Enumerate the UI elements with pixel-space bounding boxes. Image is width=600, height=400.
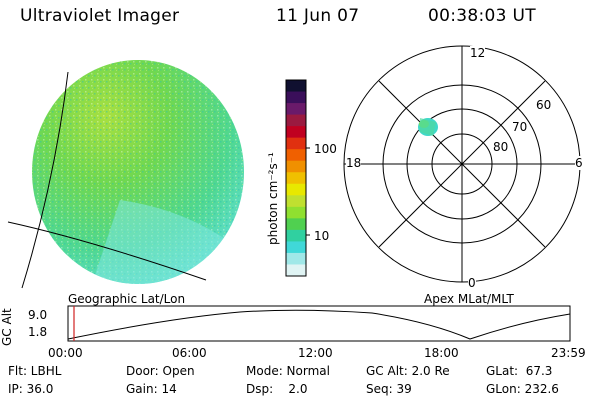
info-seq: Seq: 39 [366,382,412,396]
altitude-x-tick: 18:00 [424,346,459,360]
lat-label-60: 60 [536,98,552,112]
colorbar-band [286,264,306,277]
colorbar-frame [285,79,307,277]
colorbar-band [286,149,306,162]
info-dsp: Dsp: 2.0 [246,382,308,396]
info-glat: GLat: 67.3 [486,364,553,378]
mlt-label-right: 6 [575,156,583,170]
lat-label-80: 80 [493,140,509,154]
info-glon: GLon: 232.6 [486,382,559,396]
colorbar-band [286,172,306,185]
date-label: 11 Jun 07 [276,6,360,26]
colorbar-band [286,103,306,116]
colorbar-band [286,80,306,93]
colorbar-band [286,195,306,208]
colorbar-tick-label: 10 [314,229,330,243]
time-label: 00:38:03 UT [428,6,536,26]
geographic-grid-line [7,221,207,281]
info-gain: Gain: 14 [126,382,177,396]
geographic-disc [32,60,244,284]
colorbar-band [286,229,306,242]
colorbar-tick-label: 100 [314,142,337,156]
info-ip: IP: 36.0 [8,382,54,396]
auroral-blob-edge [420,118,436,136]
altitude-plot-frame [67,305,571,342]
colorbar-band [286,114,306,127]
mlt-label-bottom: 0 [468,276,476,290]
colorbar-band [286,241,306,254]
altitude-x-tick: 23:59 [551,346,586,360]
colorbar-band [286,126,306,139]
polar-axis [378,80,546,248]
info-door: Door: Open [126,364,195,378]
info-gc-alt: GC Alt: 2.0 Re [366,364,450,378]
colorbar-band [286,218,306,231]
colorbar-band [286,137,306,150]
altitude-tick-bottom: 1.8 [28,325,48,339]
colorbar-band [286,252,306,265]
colorbar-band [286,206,306,219]
info-filter: Flt: LBHL [8,364,62,378]
colorbar-band [286,160,306,173]
colorbar-band [286,183,306,196]
mlt-label-top: 12 [470,46,486,60]
altitude-curve [67,309,571,340]
geographic-panel-label: Geographic Lat/Lon [68,292,186,306]
info-mode: Mode: Normal [246,364,330,378]
instrument-title: Ultraviolet Imager [20,6,180,26]
mlt-label-left: 18 [346,156,362,170]
colorbar-band [286,91,306,104]
altitude-x-tick: 12:00 [298,346,333,360]
altitude-axis-label: GC Alt [0,308,14,346]
altitude-tick-top: 9.0 [28,308,48,322]
apex-panel-label: Apex MLat/MLT [424,292,514,306]
lat-label-70: 70 [512,120,528,134]
geographic-grid-line [21,71,69,289]
altitude-x-tick: 00:00 [48,346,83,360]
altitude-x-tick: 06:00 [172,346,207,360]
